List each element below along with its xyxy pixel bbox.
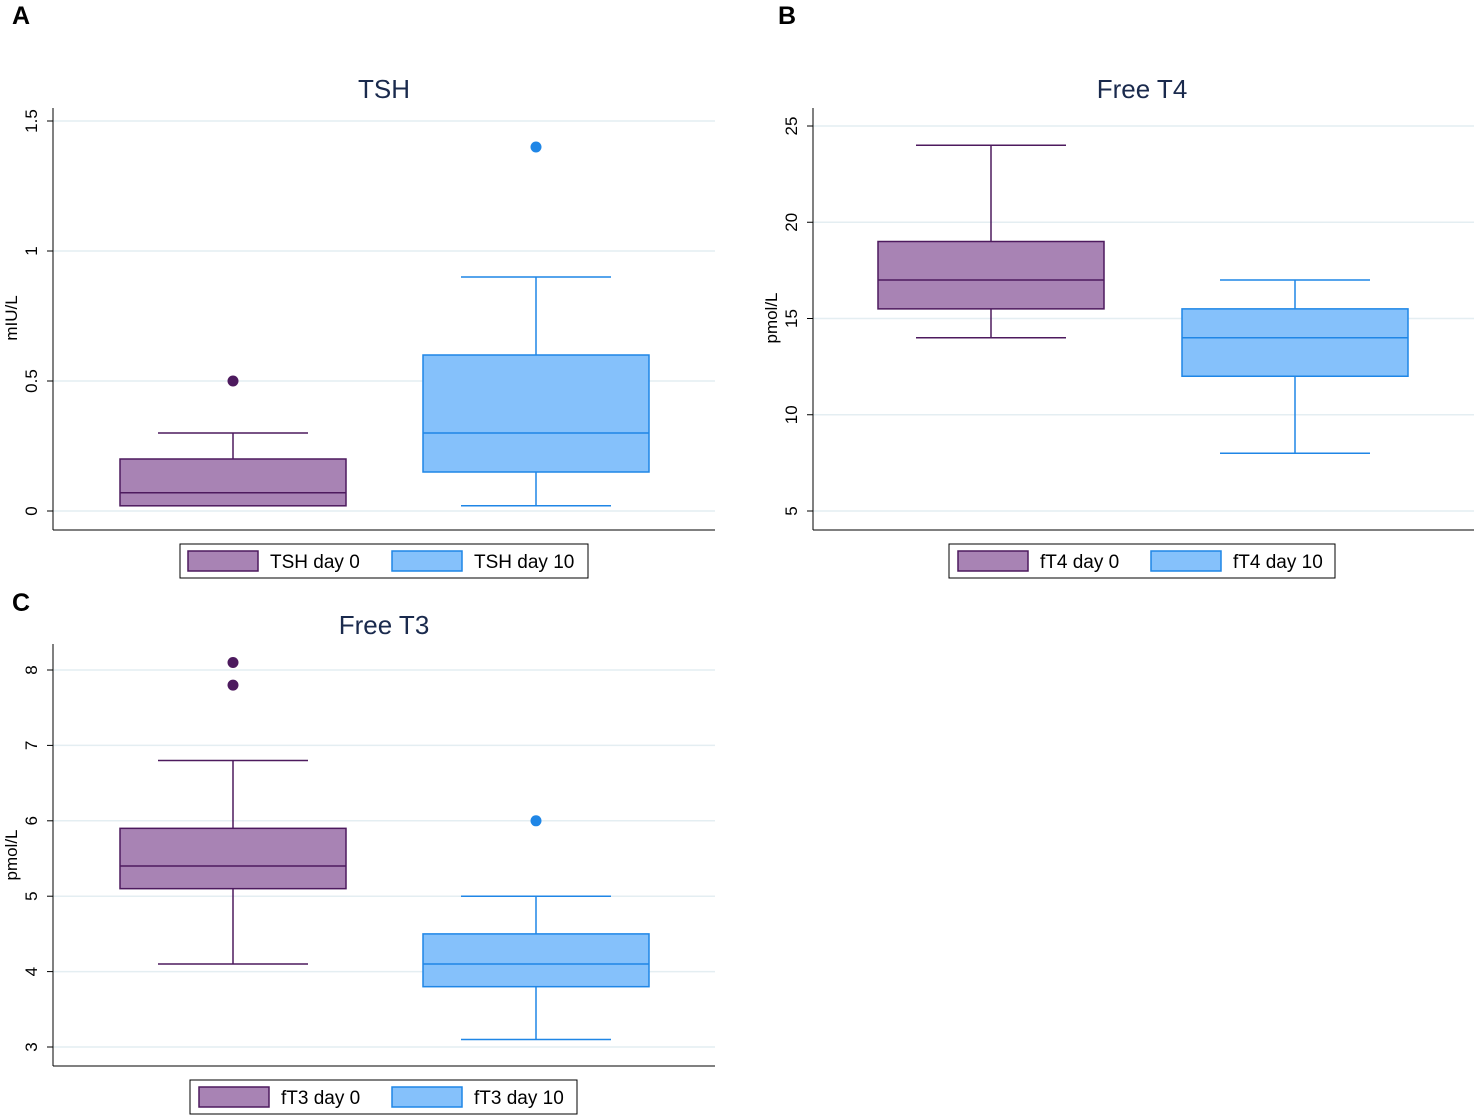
legend-swatch-day0 xyxy=(187,550,259,572)
y-tick-label: 8 xyxy=(22,665,41,674)
y-tick-label: 10 xyxy=(782,405,801,424)
legend-label-day10: TSH day 10 xyxy=(474,552,574,573)
panel-label-c: C xyxy=(12,589,30,617)
iqr-box xyxy=(119,458,347,507)
iqr-box xyxy=(422,933,650,988)
y-axis-label-free-t4: pmol/L xyxy=(762,292,781,343)
y-tick-label: 3 xyxy=(22,1042,41,1051)
legend-swatch-day0 xyxy=(198,1086,270,1108)
legend-label-day0: fT4 day 0 xyxy=(1040,552,1119,573)
chart-title-free-t4: Free T4 xyxy=(1097,74,1188,104)
legend-swatch-day10 xyxy=(391,1086,463,1108)
box-free-t4-day0 xyxy=(877,144,1105,339)
chart-title-tsh: TSH xyxy=(358,74,410,104)
plot-area-tsh: 0 0.5 1 1.5 xyxy=(22,108,715,531)
box-free-t3-day0 xyxy=(119,656,347,965)
box-free-t4-day10 xyxy=(1181,279,1409,454)
outlier-point xyxy=(227,656,239,668)
outlier-point xyxy=(227,679,239,691)
outlier-point xyxy=(530,815,542,827)
y-tick-label: 4 xyxy=(22,967,41,976)
y-tick-label: 1.5 xyxy=(22,109,41,133)
legend-swatch-day10 xyxy=(391,550,463,572)
legend-free-t3: fT3 day 0 fT3 day 10 xyxy=(189,1079,578,1115)
legend-swatch-day0 xyxy=(957,550,1029,572)
y-tick-label: 20 xyxy=(782,213,801,232)
y-tick-label: 7 xyxy=(22,741,41,750)
y-tick-label: 5 xyxy=(22,891,41,900)
iqr-box xyxy=(1181,308,1409,377)
iqr-box xyxy=(422,354,650,473)
legend-label-day10: fT3 day 10 xyxy=(474,1088,564,1109)
plot-area-free-t4: 5 10 15 20 25 xyxy=(782,108,1474,531)
iqr-box xyxy=(119,827,347,890)
y-tick-label: 25 xyxy=(782,117,801,136)
panel-label-b: B xyxy=(778,2,796,30)
box-tsh-day0 xyxy=(119,375,347,507)
legend-free-t4: fT4 day 0 fT4 day 10 xyxy=(948,543,1336,579)
y-tick-label: 5 xyxy=(782,506,801,515)
y-tick-label: 0.5 xyxy=(22,369,41,393)
panel-c: C Free T3 pmol/L 3 4 5 6 7 8 fT3 day 0 fT3 da… xyxy=(2,589,715,1115)
plot-area-free-t3: 3 4 5 6 7 8 xyxy=(22,644,715,1067)
y-tick-label: 15 xyxy=(782,309,801,328)
panel-a: A TSH mIU/L 0 0.5 1 1.5 TSH day 0 TSH day 1… xyxy=(2,2,715,579)
legend-swatch-day10 xyxy=(1150,550,1222,572)
y-axis-label-free-t3: pmol/L xyxy=(2,829,21,880)
y-tick-label: 6 xyxy=(22,816,41,825)
chart-title-free-t3: Free T3 xyxy=(339,610,430,640)
y-axis-label-tsh: mIU/L xyxy=(2,295,21,340)
outlier-point xyxy=(530,141,542,153)
iqr-box xyxy=(877,240,1105,310)
box-free-t3-day10 xyxy=(422,815,650,1041)
legend-label-day0: fT3 day 0 xyxy=(281,1088,360,1109)
y-tick-label: 1 xyxy=(22,246,41,255)
panel-b: B Free T4 pmol/L 5 10 15 20 25 fT4 day 0 fT4… xyxy=(762,2,1474,579)
legend-label-day0: TSH day 0 xyxy=(270,552,360,573)
legend-label-day10: fT4 day 10 xyxy=(1233,552,1323,573)
y-tick-label: 0 xyxy=(22,506,41,515)
outlier-point xyxy=(227,375,239,387)
panel-label-a: A xyxy=(12,2,30,30)
legend-tsh: TSH day 0 TSH day 10 xyxy=(179,543,589,579)
box-tsh-day10 xyxy=(422,141,650,507)
